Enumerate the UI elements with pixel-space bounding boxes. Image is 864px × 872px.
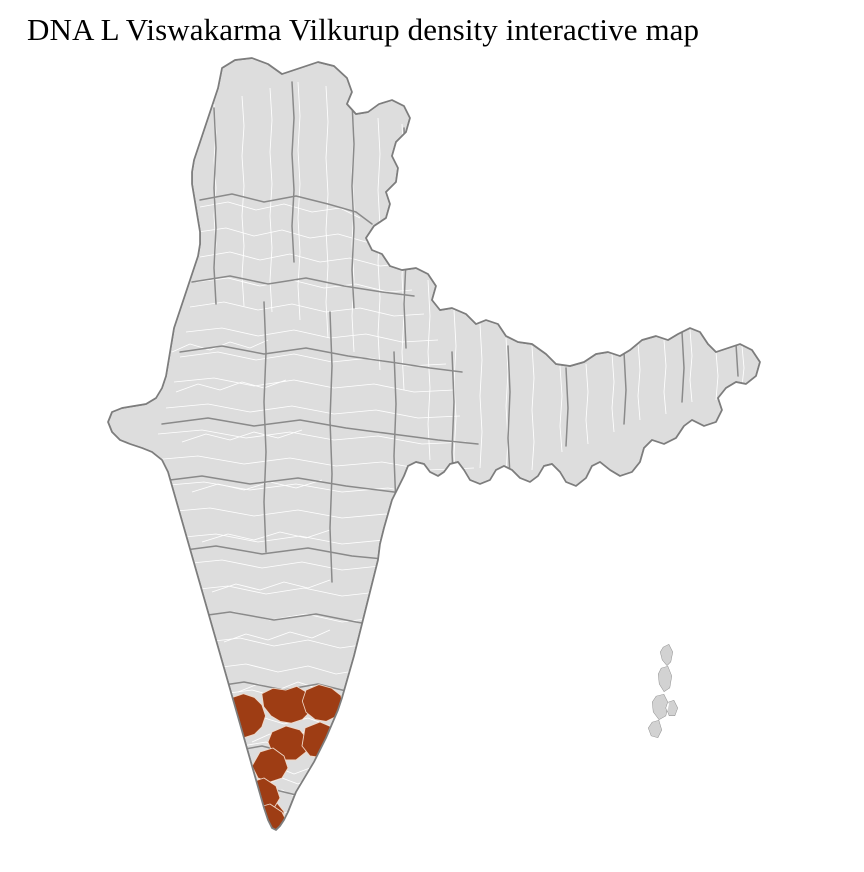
- ocean-mask: [0, 52, 864, 872]
- india-district-map[interactable]: [0, 52, 864, 872]
- country-outline-top: [107, 57, 761, 831]
- map-svg[interactable]: [0, 52, 864, 872]
- page-title: DNA L Viswakarma Vilkurup density intera…: [27, 12, 700, 47]
- state-boundaries: [153, 81, 739, 797]
